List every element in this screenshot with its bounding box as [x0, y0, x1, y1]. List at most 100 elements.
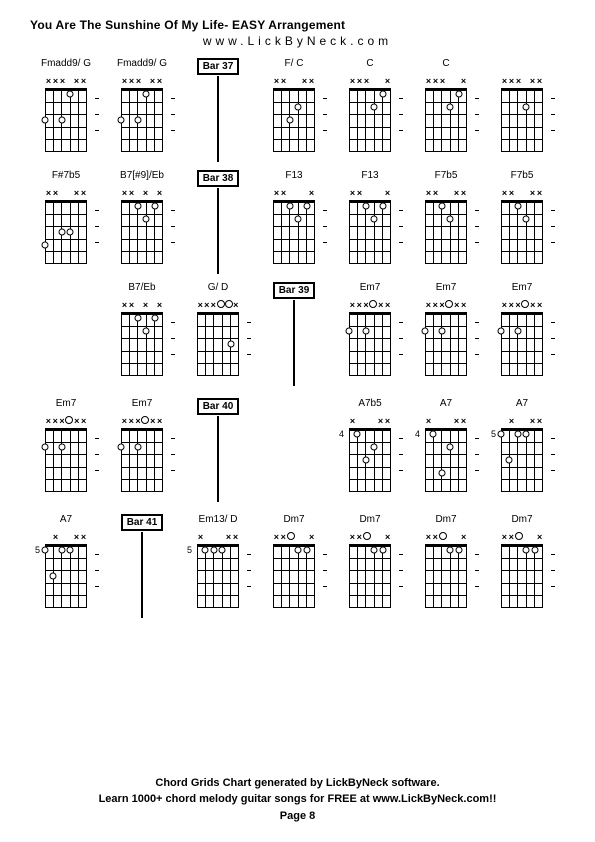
muted-mark-icon — [73, 188, 80, 200]
string-top-marks — [273, 188, 315, 200]
finger-dot — [303, 203, 310, 210]
chord-name-label: G/ D — [208, 282, 229, 296]
muted-mark-icon — [73, 532, 80, 544]
muted-mark-icon — [225, 532, 232, 544]
string-top-marks — [45, 76, 87, 88]
muted-mark-icon — [384, 300, 391, 312]
chord-diagram: 5 — [39, 530, 93, 620]
chord-cell: Dm7 — [334, 514, 406, 620]
string-top-marks — [197, 300, 239, 312]
chord-diagram: 5 — [191, 530, 245, 620]
chord-cell: Fmadd9/ G — [106, 58, 178, 164]
muted-mark-icon — [280, 76, 287, 88]
rhythm-marks — [93, 428, 99, 492]
finger-dot — [118, 117, 125, 124]
chord-name-label: Em7 — [436, 282, 457, 296]
chord-cell: Fmadd9/ G — [30, 58, 102, 164]
finger-dot — [430, 431, 437, 438]
finger-dot — [42, 117, 49, 124]
finger-dot — [58, 547, 65, 554]
chord-diagram — [343, 74, 397, 164]
fret-number-label: 4 — [415, 429, 420, 439]
muted-mark-icon — [156, 416, 163, 428]
blank-mark — [149, 300, 156, 312]
blank-mark — [363, 416, 370, 428]
muted-mark-icon — [156, 188, 163, 200]
muted-mark-icon — [59, 76, 66, 88]
finger-dot — [447, 547, 454, 554]
muted-mark-icon — [349, 532, 356, 544]
muted-mark-icon — [121, 188, 128, 200]
chord-name-label: A7b5 — [358, 398, 381, 412]
finger-dot — [227, 341, 234, 348]
finger-dot — [67, 229, 74, 236]
muted-mark-icon — [501, 76, 508, 88]
rhythm-marks — [321, 88, 327, 152]
muted-mark-icon — [439, 300, 446, 312]
chord-name-label: C — [366, 58, 373, 72]
chord-cell: B7[#9]/Eb — [106, 170, 178, 276]
chord-cell: A74 — [410, 398, 482, 508]
blank-mark — [439, 188, 446, 200]
chord-cell: Dm7 — [486, 514, 558, 620]
muted-mark-icon — [501, 188, 508, 200]
finger-dot — [506, 457, 513, 464]
rhythm-marks — [549, 428, 555, 492]
muted-mark-icon — [301, 76, 308, 88]
blank-mark — [522, 188, 529, 200]
string-top-marks — [121, 76, 163, 88]
chord-name-label: Dm7 — [359, 514, 380, 528]
string-top-marks — [501, 300, 543, 312]
muted-mark-icon — [432, 76, 439, 88]
muted-mark-icon — [128, 300, 135, 312]
chord-diagram — [115, 186, 169, 276]
muted-mark-icon — [508, 416, 515, 428]
chord-diagram — [39, 74, 93, 164]
blank-mark — [356, 416, 363, 428]
muted-mark-icon — [149, 76, 156, 88]
string-top-marks — [425, 532, 467, 544]
blank-mark — [66, 532, 73, 544]
chord-name-label: Dm7 — [435, 514, 456, 528]
blank-mark — [66, 76, 73, 88]
muted-mark-icon — [425, 188, 432, 200]
muted-mark-icon — [460, 532, 467, 544]
muted-mark-icon — [80, 76, 87, 88]
bar-label: Bar 40 — [197, 398, 240, 412]
bar-divider-line — [141, 532, 143, 618]
chord-diagram — [39, 186, 93, 276]
muted-mark-icon — [280, 188, 287, 200]
finger-dot — [58, 229, 65, 236]
muted-mark-icon — [363, 300, 370, 312]
blank-mark — [363, 188, 370, 200]
finger-dot — [422, 328, 429, 335]
string-top-marks — [273, 76, 315, 88]
rhythm-marks — [245, 312, 251, 376]
string-top-marks — [425, 416, 467, 428]
chord-diagram — [495, 74, 549, 164]
muted-mark-icon — [135, 76, 142, 88]
rhythm-marks — [473, 88, 479, 152]
finger-dot — [379, 91, 386, 98]
page-subtitle: www.LickByNeck.com — [30, 34, 565, 48]
chord-name-label: F13 — [285, 170, 302, 184]
finger-dot — [143, 216, 150, 223]
finger-dot — [42, 241, 49, 248]
chord-diagram — [191, 298, 245, 388]
blank-mark — [211, 532, 218, 544]
blank-mark — [529, 532, 536, 544]
open-mark-icon — [65, 416, 73, 428]
finger-dot — [371, 547, 378, 554]
muted-mark-icon — [73, 76, 80, 88]
bar-label: Bar 37 — [197, 58, 240, 72]
footer-line1: Chord Grids Chart generated by LickByNec… — [0, 775, 595, 792]
rhythm-marks — [397, 312, 403, 376]
muted-mark-icon — [432, 300, 439, 312]
blank-mark — [370, 76, 377, 88]
muted-mark-icon — [356, 532, 363, 544]
chord-cell: C — [334, 58, 406, 164]
muted-mark-icon — [121, 300, 128, 312]
finger-dot — [438, 203, 445, 210]
page-title: You Are The Sunshine Of My Life- EASY Ar… — [30, 18, 565, 32]
blank-mark — [522, 76, 529, 88]
